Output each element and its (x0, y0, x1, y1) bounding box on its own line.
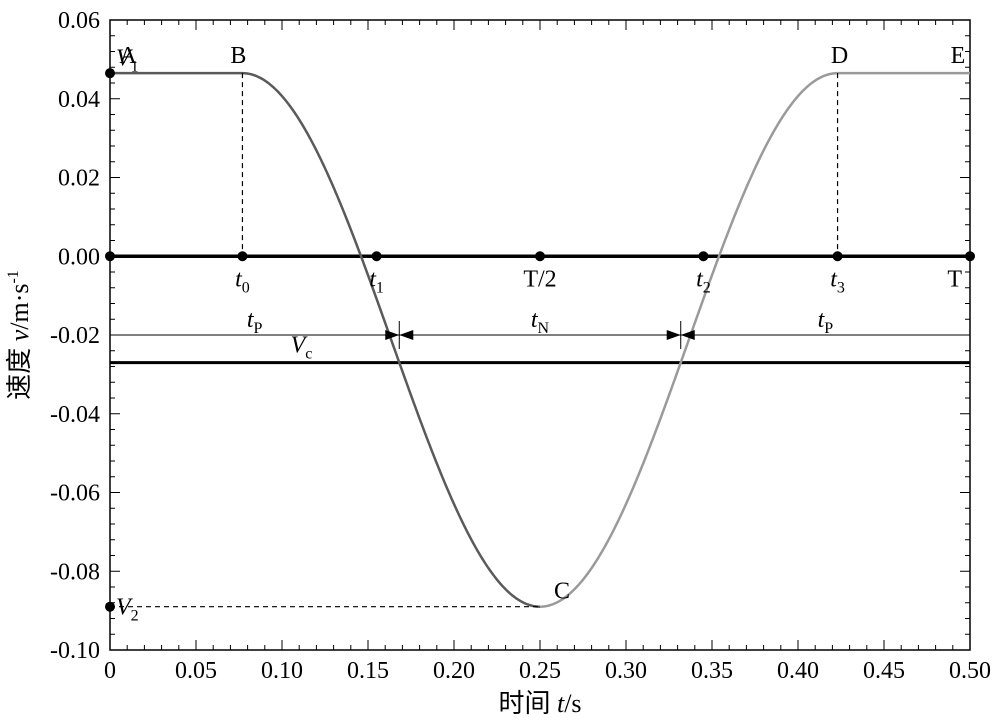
label-tP-right: tP (818, 307, 834, 337)
x-tick-label: 0.10 (261, 658, 303, 684)
y-tick-label: 0.02 (58, 166, 100, 192)
label-tP-left: tP (247, 307, 263, 337)
x-tick-label: 0.30 (605, 658, 647, 684)
label-V2: V2 (116, 595, 139, 625)
x-tick-label: 0.20 (433, 658, 475, 684)
velocity-curve-left (110, 73, 540, 607)
label-B: B (230, 43, 246, 69)
marker-thalf (535, 251, 545, 261)
y-tick-label: -0.04 (50, 402, 100, 428)
x-tick-label: 0.40 (777, 658, 819, 684)
label-t0: t0 (235, 266, 250, 296)
velocity-chart: 0 0.05 0.10 0.15 0.20 0.25 0.30 0.35 0.40 0.45 0.5… (0, 0, 1000, 722)
dim-arrowhead (385, 330, 399, 340)
label-Thalf: T/2 (523, 266, 556, 292)
dim-arrowhead (399, 330, 413, 340)
marker-t3 (833, 251, 843, 261)
label-D: D (831, 43, 848, 69)
marker-v2 (105, 602, 115, 612)
label-E: E (951, 43, 966, 69)
x-tick-label: 0.35 (691, 658, 733, 684)
marker-v1 (105, 68, 115, 78)
label-Vc: Vc (291, 333, 313, 363)
y-tick-label: 0.04 (58, 87, 100, 113)
dim-arrowhead (681, 330, 695, 340)
x-tick-label: 0.15 (347, 658, 389, 684)
x-axis-title: 时间 t/s (498, 689, 581, 718)
x-tick-label: 0.05 (175, 658, 217, 684)
marker-T (965, 251, 975, 261)
x-tick-label: 0 (104, 658, 116, 684)
dim-arrowhead (667, 330, 681, 340)
y-tick-label: -0.08 (50, 559, 100, 585)
label-t3: t3 (830, 266, 845, 296)
marker-t0 (237, 251, 247, 261)
velocity-curve-right (540, 73, 970, 607)
y-tick-label: 0.00 (58, 244, 100, 270)
y-tick-label: -0.02 (50, 323, 100, 349)
x-tick-label: 0.45 (863, 658, 905, 684)
x-tick-label: 0.50 (949, 658, 991, 684)
label-tN: tN (531, 307, 550, 337)
label-T: T (947, 266, 962, 292)
marker-t1 (372, 251, 382, 261)
label-t2: t2 (696, 266, 711, 296)
y-tick-label: 0.06 (58, 8, 100, 34)
x-tick-label: 0.25 (519, 658, 561, 684)
chart-container: 0 0.05 0.10 0.15 0.20 0.25 0.30 0.35 0.40 0.45 0.5… (0, 0, 1000, 722)
y-axis-title: 速度 v/m·s-1 (5, 270, 34, 400)
y-tick-label: -0.06 (50, 481, 100, 507)
label-t1: t1 (369, 266, 384, 296)
marker-origin (105, 251, 115, 261)
y-tick-label: -0.10 (50, 638, 100, 664)
label-C: C (554, 579, 570, 605)
marker-t2 (698, 251, 708, 261)
